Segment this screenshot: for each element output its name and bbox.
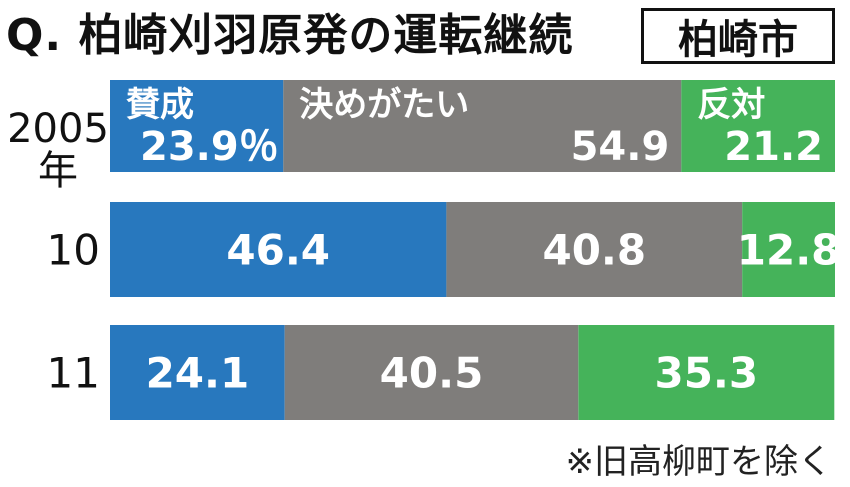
- category-label: 10: [47, 226, 100, 275]
- category-label-suffix: 年: [38, 148, 78, 194]
- category-label: 2005: [7, 106, 109, 152]
- bar-segment-oppose: [578, 325, 835, 420]
- data-label: 46.4: [226, 226, 330, 275]
- data-label: 40.5: [380, 349, 484, 398]
- bar-segment-support: [110, 80, 284, 172]
- legend-label-oppose: 反対: [697, 85, 765, 125]
- bar-segment-undecided: [446, 202, 743, 297]
- data-label: 40.8: [542, 226, 646, 275]
- bar-segment-oppose: [742, 202, 835, 297]
- data-label: 24.1: [146, 349, 250, 398]
- footnote: ※旧高柳町を除く: [565, 442, 833, 482]
- data-label: 35.3: [654, 349, 758, 398]
- legend-label-undecided: 決めがたい: [299, 85, 469, 125]
- data-label: 54.9: [571, 124, 670, 170]
- bar-segment-support: [110, 325, 285, 420]
- chart-title: Q. 柏崎刈羽原発の運転継続: [6, 10, 574, 61]
- legend-label-support: 賛成: [126, 85, 194, 125]
- bar-segment-undecided: [283, 80, 682, 172]
- data-label: 21.2: [724, 124, 823, 170]
- bar-segment-support: [110, 202, 447, 297]
- category-label: 11: [47, 349, 100, 398]
- data-label: 12.8: [737, 226, 841, 275]
- region-label: 柏崎市: [641, 8, 835, 64]
- data-label: 23.9％: [140, 124, 279, 170]
- bar-segment-oppose: [681, 80, 835, 172]
- bar-segment-undecided: [284, 325, 579, 420]
